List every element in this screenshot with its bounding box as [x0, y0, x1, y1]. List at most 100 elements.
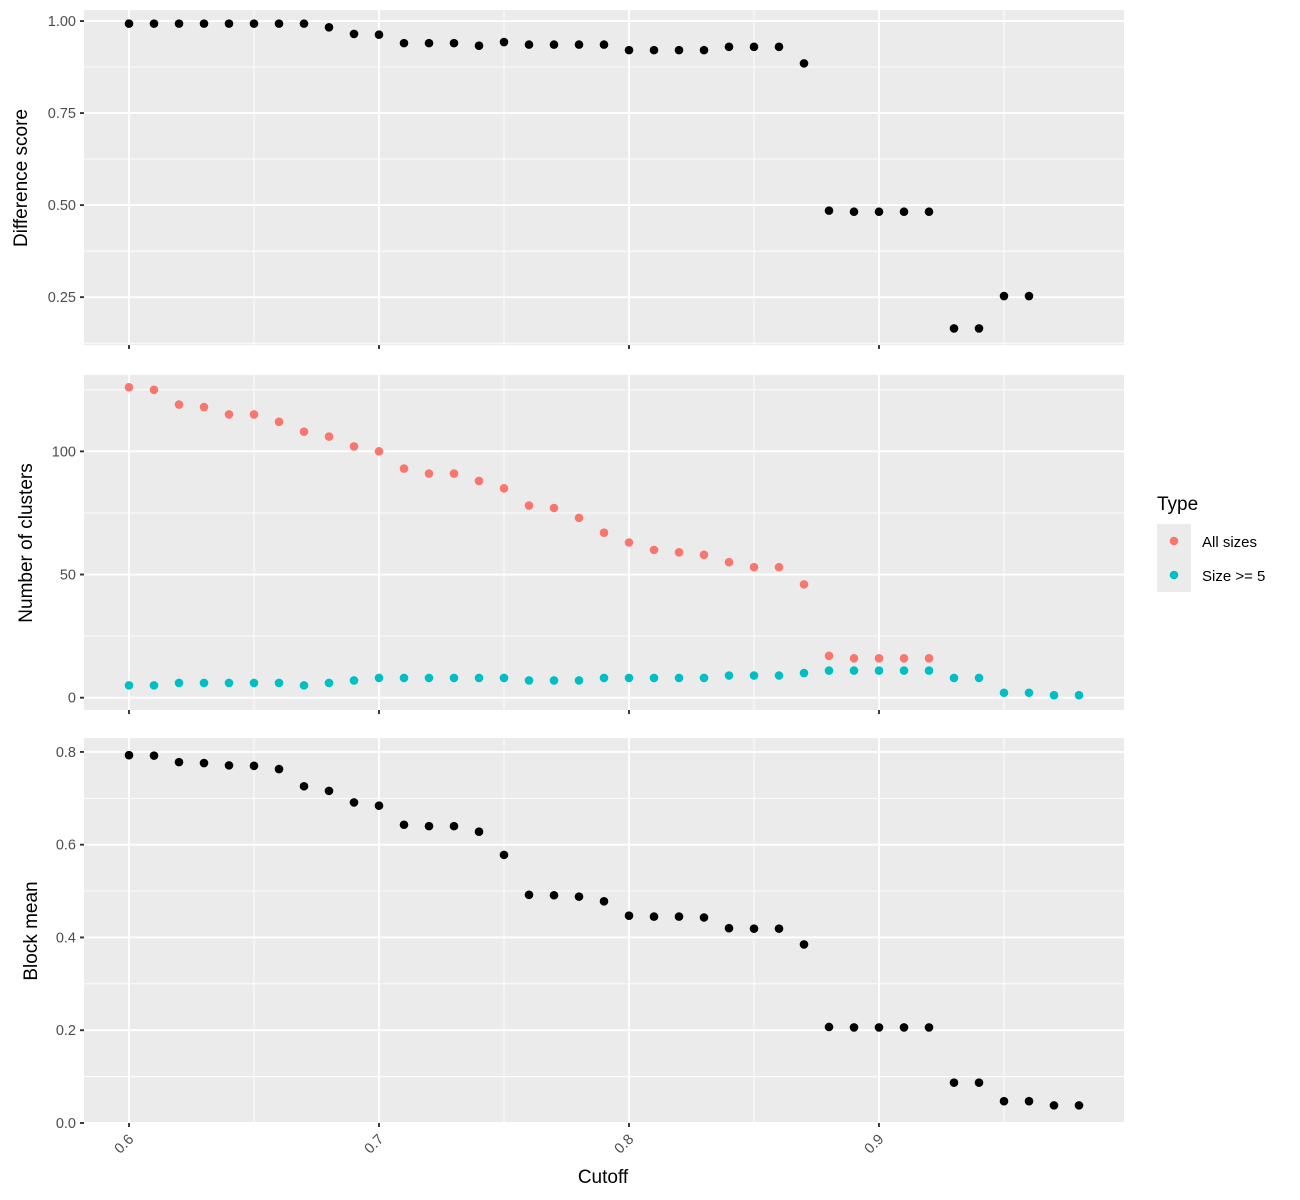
x-axis-title: Cutoff [578, 1167, 629, 1188]
y-axis-title-number-of-clusters: Number of clusters [16, 463, 37, 622]
data-point-size-5 [199, 678, 209, 688]
data-point-all-sizes [674, 548, 684, 557]
data-point-all-sizes [124, 383, 134, 392]
data-point-size-5 [499, 673, 509, 683]
panel-background [84, 738, 1124, 1123]
data-point-series [299, 19, 309, 28]
data-point-size-5 [824, 666, 834, 675]
data-point-size-5 [224, 678, 234, 688]
legend-entry-size-ge-5: Size >= 5 [1157, 558, 1265, 592]
data-point-series [774, 42, 784, 52]
data-point-series [324, 786, 334, 796]
data-point-series [624, 45, 634, 55]
data-point-series [974, 324, 984, 333]
data-point-all-sizes [224, 410, 234, 419]
data-point-all-sizes [849, 653, 859, 663]
data-point-series [799, 940, 809, 949]
data-point-series [349, 798, 359, 807]
data-point-series [524, 890, 534, 900]
data-point-series [724, 42, 734, 52]
data-point-size-5 [874, 666, 884, 675]
y-tick-label: 0.2 [56, 1023, 76, 1039]
data-point-size-5 [149, 681, 159, 690]
data-point-series [949, 324, 959, 333]
data-point-size-5 [524, 676, 534, 685]
data-point-series [974, 1078, 984, 1087]
data-point-series [124, 750, 134, 760]
data-point-size-5 [349, 676, 359, 685]
legend-title: Type [1157, 494, 1198, 515]
data-point-series [749, 42, 759, 52]
data-point-series [1049, 1101, 1059, 1110]
data-point-size-5 [949, 673, 959, 683]
y-tick-label: 100 [52, 444, 76, 460]
data-point-all-sizes [274, 417, 284, 427]
data-point-series [399, 820, 409, 830]
panel-background [84, 10, 1124, 345]
data-point-size-5 [674, 673, 684, 683]
data-point-series [574, 892, 584, 901]
data-point-series [399, 38, 409, 48]
data-point-size-5 [299, 681, 309, 690]
data-point-series [374, 801, 384, 811]
data-point-series [199, 19, 209, 28]
data-point-all-sizes [924, 653, 934, 663]
data-point-series [599, 896, 609, 906]
data-point-size-5 [399, 673, 409, 683]
data-point-series [549, 890, 559, 900]
data-point-size-5 [374, 673, 384, 683]
data-point-series [474, 827, 484, 836]
legend-label-size-ge-5: Size >= 5 [1202, 568, 1265, 585]
data-point-size-5 [424, 673, 434, 683]
data-point-series [774, 924, 784, 933]
data-point-series [174, 19, 184, 28]
data-point-size-5 [699, 673, 709, 683]
number-of-clusters-panel: 0 50 100 [52, 375, 1124, 714]
data-point-series [424, 38, 434, 48]
data-point-size-5 [799, 668, 809, 678]
data-point-size-5 [974, 673, 984, 683]
data-point-series [874, 207, 884, 217]
data-point-size-5 [249, 678, 259, 688]
data-point-all-sizes [824, 651, 834, 661]
data-point-series [299, 781, 309, 791]
data-point-series [899, 1023, 909, 1032]
data-point-all-sizes [624, 538, 634, 547]
data-point-series [649, 912, 659, 921]
data-point-size-5 [774, 671, 784, 680]
data-point-series [699, 45, 709, 55]
data-point-size-5 [849, 666, 859, 675]
data-point-size-5 [924, 666, 934, 675]
data-point-size-5 [999, 688, 1009, 698]
data-point-size-5 [599, 673, 609, 683]
data-point-series [349, 29, 359, 39]
data-point-all-sizes [199, 402, 209, 412]
y-tick-label: 0.0 [56, 1116, 76, 1132]
data-point-series [599, 40, 609, 49]
data-point-size-5 [1049, 690, 1059, 700]
data-point-all-sizes [599, 528, 609, 537]
data-point-all-sizes [249, 410, 259, 419]
data-point-series [274, 764, 284, 774]
data-point-series [274, 19, 284, 28]
data-point-series [749, 924, 759, 933]
data-point-all-sizes [299, 427, 309, 436]
data-point-all-sizes [174, 400, 184, 409]
data-point-series [574, 40, 584, 49]
data-point-series [999, 291, 1009, 301]
data-point-size-5 [749, 671, 759, 680]
data-point-all-sizes [399, 464, 409, 473]
data-point-all-sizes [349, 442, 359, 451]
data-point-size-5 [124, 681, 134, 690]
data-point-series [674, 912, 684, 921]
data-point-series [449, 38, 459, 48]
data-point-series [499, 850, 509, 860]
data-point-all-sizes [799, 580, 809, 589]
data-point-series [849, 1023, 859, 1032]
data-point-series [449, 821, 459, 831]
difference-score-panel: 0.25 0.50 0.75 1.00 [48, 10, 1124, 349]
legend-entry-all-sizes: All sizes [1157, 524, 1257, 558]
data-point-series [824, 1022, 834, 1032]
data-point-series [1024, 291, 1034, 301]
data-point-series [799, 59, 809, 68]
